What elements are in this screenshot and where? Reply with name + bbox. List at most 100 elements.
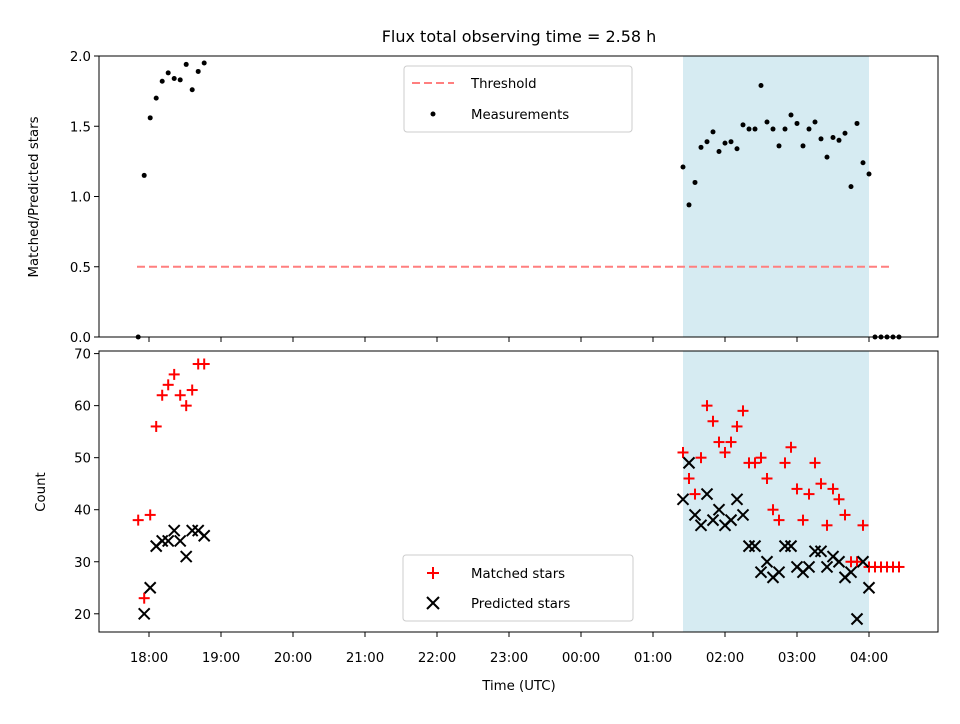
matched-star-point (689, 488, 701, 500)
matched-star-point (767, 504, 779, 516)
predicted-star-point (856, 555, 870, 568)
matched-star-point (198, 358, 210, 370)
measurement-point (824, 154, 830, 160)
matched-star-point (779, 457, 791, 469)
top-ytick-label: 0.0 (70, 331, 91, 346)
matched-star-point (132, 514, 144, 526)
matched-star-point (683, 472, 695, 484)
predicted-star-point (173, 534, 187, 548)
bottom-ytick-label: 70 (74, 348, 91, 363)
matched-star-point (701, 400, 713, 412)
measurement-point (782, 126, 788, 132)
xtick-label: 00:00 (562, 651, 600, 666)
measurement-point (159, 78, 165, 84)
predicted-star-point (682, 456, 696, 470)
predicted-star-point (730, 493, 744, 506)
xtick-label: 02:00 (706, 651, 744, 666)
predicted-star-point (179, 550, 193, 563)
predicted-star-point (137, 607, 151, 620)
matched-star-point (186, 384, 198, 396)
matched-star-point (833, 493, 845, 505)
matched-star-point (737, 405, 749, 417)
predicted-star-point (185, 524, 199, 537)
measurement-point (764, 119, 770, 125)
matched-star-point (725, 436, 737, 448)
measurement-point (680, 164, 686, 170)
top-ytick-label: 1.0 (70, 191, 91, 206)
xtick-label: 19:00 (202, 651, 240, 666)
matched-star-point (713, 436, 725, 448)
predicted-star-point (197, 529, 211, 542)
matched-star-point (174, 389, 186, 401)
matched-star-point (821, 519, 833, 531)
predicted-star-point (161, 534, 175, 548)
measurement-point (165, 70, 171, 76)
xtick-label: 03:00 (778, 651, 816, 666)
matched-star-point (180, 400, 192, 412)
measurement-point (842, 130, 848, 136)
predicted-star-point (700, 487, 714, 501)
predicted-star-point (694, 519, 708, 532)
predicted-star-point (712, 503, 726, 516)
measurement-point (752, 126, 758, 132)
predicted-star-point (155, 534, 169, 548)
measurement-point (177, 77, 183, 83)
top-ytick-label: 0.5 (70, 261, 91, 276)
top-axes-frame (98, 55, 939, 338)
measurement-point (788, 112, 794, 118)
xtick-label: 23:00 (490, 651, 528, 666)
measurement-point (740, 122, 746, 128)
matched-star-point (150, 420, 162, 432)
top-ytick-label: 1.5 (70, 120, 91, 135)
chart-title: Flux total observing time = 2.58 h (382, 27, 657, 46)
xtick-label: 01:00 (634, 651, 672, 666)
measurement-point (806, 126, 812, 132)
matched-star-point (857, 519, 869, 531)
predicted-star-point (706, 513, 720, 527)
measurement-point (153, 95, 159, 101)
legend-threshold-label: Threshold (470, 77, 537, 92)
measurement-point (734, 146, 740, 152)
legend-predicted-swatch (426, 596, 440, 610)
predicted-star-point (167, 524, 181, 537)
measurement-point (171, 75, 177, 81)
matched-star-point (773, 514, 785, 526)
bottom-ytick-label: 30 (74, 556, 91, 571)
matched-star-point (809, 457, 821, 469)
bottom-axes-frame (98, 350, 939, 633)
matched-star-point (707, 415, 719, 427)
xtick-label: 21:00 (346, 651, 384, 666)
top-ytick-label: 2.0 (70, 50, 91, 65)
measurement-point (746, 126, 752, 132)
x-axis-label: Time (UTC) (481, 679, 556, 694)
legend-measurements-label: Measurements (471, 108, 569, 123)
bottom-legend: Matched stars Predicted stars (402, 554, 634, 622)
observing-window-shade-bottom (683, 351, 869, 632)
top-ylabel: Matched/Predicted stars (27, 116, 42, 277)
matched-star-point (893, 561, 905, 573)
measurement-point (794, 120, 800, 126)
bottom-ytick-label: 20 (74, 608, 91, 623)
measurement-point (770, 126, 776, 132)
predicted-star-point (143, 581, 157, 594)
bottom-panel: 20 30 40 50 60 70 18:00 19:00 20:00 21:00 22:00 23… (34, 348, 939, 694)
measurement-point (189, 87, 195, 93)
predicted-star-point (676, 493, 690, 506)
measurement-point (866, 171, 872, 177)
predicted-star-point (760, 555, 774, 568)
matched-star-point (138, 592, 150, 604)
matched-star-point (785, 441, 797, 453)
matched-star-point (156, 389, 168, 401)
measurement-point (692, 179, 698, 185)
measurement-point (716, 149, 722, 155)
matched-star-point (851, 556, 863, 568)
matched-star-point (761, 472, 773, 484)
xtick-label: 04:00 (850, 651, 888, 666)
predicted-star-point (862, 581, 876, 594)
predicted-star-point (688, 508, 702, 522)
bottom-ytick-label: 40 (74, 504, 91, 519)
matched-star-point (827, 483, 839, 495)
matched-star-point (144, 509, 156, 521)
matched-star-point (695, 452, 707, 464)
predicted-star-point (814, 545, 828, 558)
